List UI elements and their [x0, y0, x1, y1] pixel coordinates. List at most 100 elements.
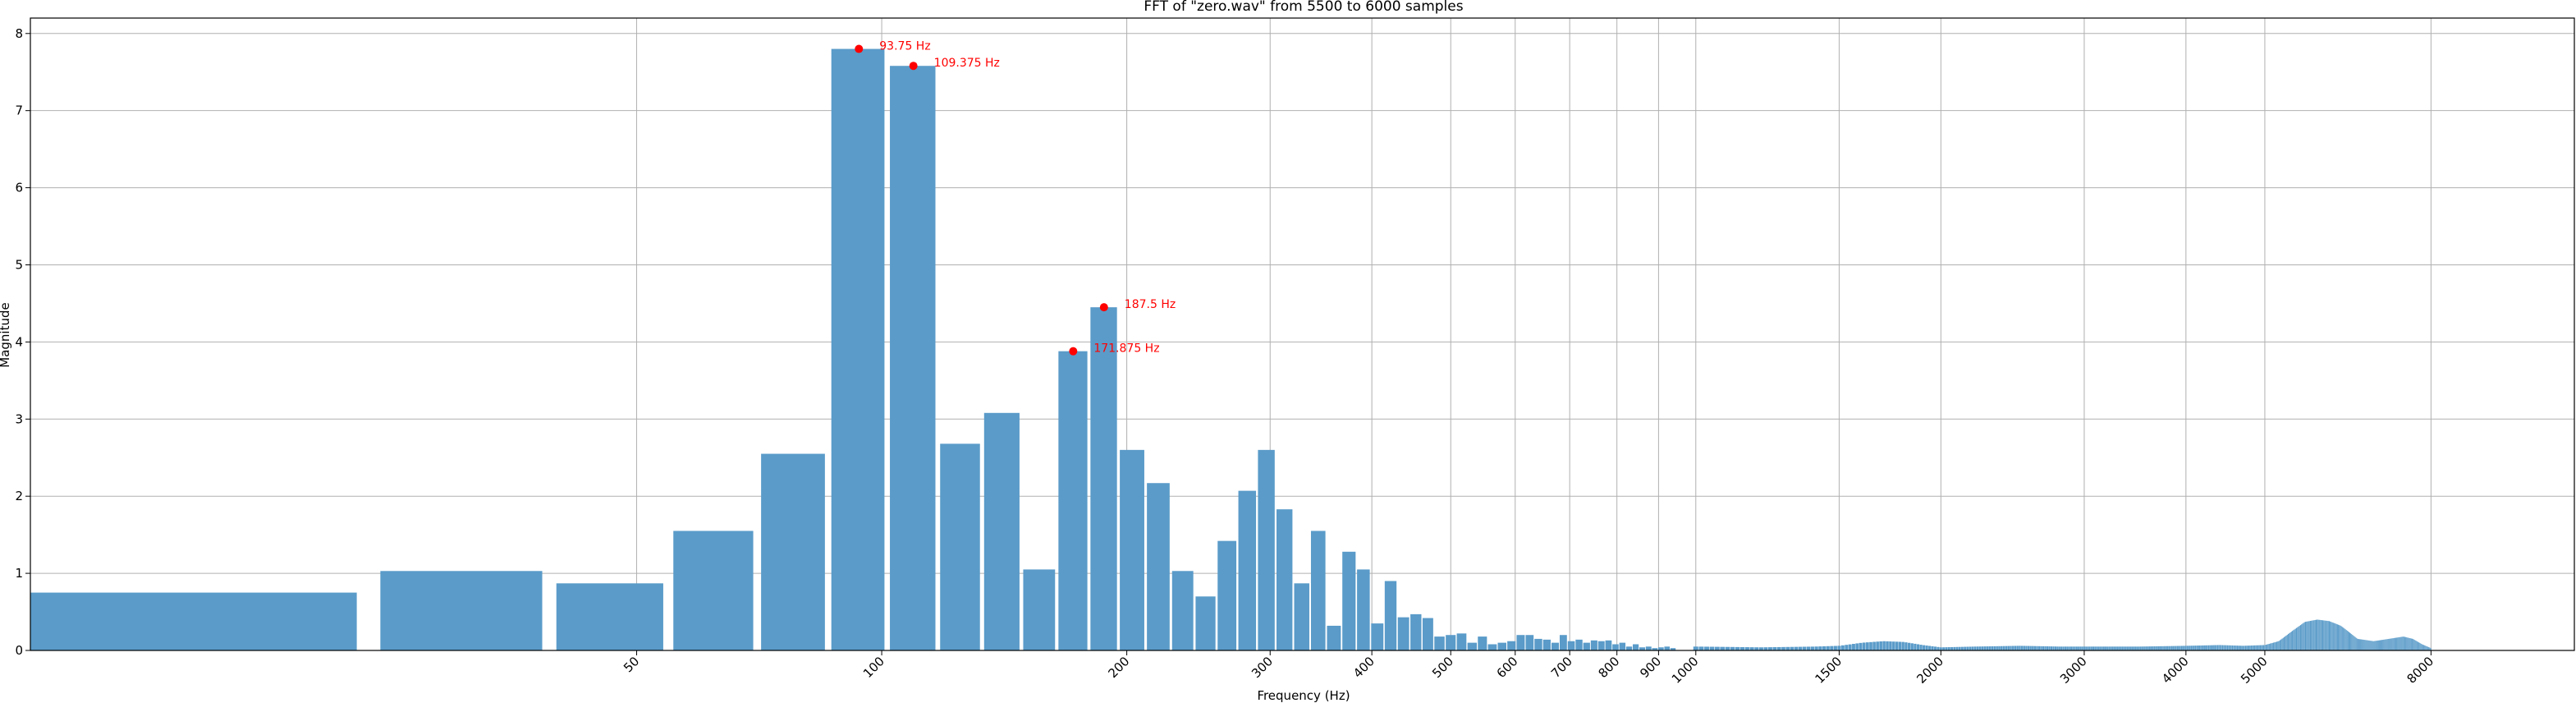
- tail-bar: [2240, 646, 2242, 650]
- tail-bar: [2415, 641, 2417, 650]
- tail-bar: [2190, 646, 2193, 650]
- tail-bar: [2286, 634, 2288, 650]
- tail-bar: [2064, 646, 2066, 650]
- tail-bar: [2032, 646, 2034, 650]
- tail-bar: [2312, 620, 2314, 650]
- tail-bar: [1960, 646, 1964, 650]
- tail-bar: [1895, 641, 1899, 650]
- tail-bar: [1981, 646, 1984, 650]
- tail-bar: [2367, 640, 2368, 650]
- bar: [1516, 635, 1525, 650]
- tail-bar: [2113, 646, 2115, 650]
- tail-bar: [2363, 639, 2364, 650]
- tail-bar: [2193, 646, 2195, 650]
- tail-bar: [2404, 636, 2405, 650]
- tail-bar: [2350, 633, 2352, 650]
- bar: [831, 48, 885, 650]
- bar: [1670, 648, 1676, 650]
- bar: [983, 412, 1020, 650]
- tail-bar: [2261, 645, 2262, 650]
- tail-bar: [2428, 647, 2430, 650]
- tail-bar: [2325, 620, 2326, 650]
- tail-bar: [1758, 647, 1763, 650]
- tail-bar: [2230, 645, 2232, 650]
- tail-bar: [1810, 646, 1814, 650]
- tail-bar: [2375, 641, 2377, 650]
- tail-bar: [2372, 641, 2374, 650]
- tail-bar: [1901, 641, 1904, 650]
- grid-lines: [30, 18, 2574, 651]
- tail-bar: [1837, 646, 1841, 650]
- tail-bar: [2413, 639, 2415, 650]
- tail-bar: [2333, 623, 2335, 650]
- tail-bar: [2267, 644, 2269, 650]
- tail-bar: [2159, 646, 2161, 650]
- tail-bar: [1958, 646, 1961, 650]
- tail-bar: [2219, 645, 2221, 650]
- tail-bar: [1848, 644, 1852, 650]
- tail-bar: [2319, 619, 2321, 650]
- y-axis-ticks: 0 1 2 3 4 5 6 7 8: [15, 26, 30, 658]
- tail-bar: [2385, 639, 2386, 650]
- tail-bar: [2176, 646, 2179, 650]
- tail-bar: [2357, 638, 2358, 650]
- tail-bar: [2314, 619, 2316, 650]
- tail-bar: [2421, 643, 2422, 650]
- tail-bar: [1910, 643, 1914, 650]
- tail-bar: [2389, 638, 2390, 650]
- tail-bar: [2198, 645, 2201, 650]
- tail-bar: [2373, 641, 2375, 650]
- tail-bar: [1907, 642, 1911, 650]
- bar: [1258, 449, 1275, 650]
- bar: [761, 453, 825, 650]
- peak-label: 93.75 Hz: [879, 40, 930, 53]
- tail-bar: [2320, 619, 2322, 650]
- tail-bar: [1919, 645, 1923, 650]
- tail-bar: [2001, 646, 2003, 650]
- tail-bar: [1739, 646, 1745, 650]
- tail-bar: [2050, 646, 2053, 650]
- tail-bar: [1826, 646, 1830, 650]
- bar: [1551, 642, 1559, 650]
- tail-bar: [2005, 646, 2008, 650]
- tail-bar: [2272, 642, 2275, 650]
- tail-bar: [1879, 641, 1882, 650]
- tail-bar: [2078, 646, 2080, 650]
- tail-bar: [2404, 636, 2406, 650]
- tail-bar: [2235, 646, 2237, 650]
- tail-bar: [2409, 638, 2411, 650]
- tail-bar: [1986, 646, 1989, 650]
- tail-bar: [2196, 646, 2198, 650]
- tail-bar: [2023, 646, 2025, 650]
- tail-bar: [2110, 646, 2112, 650]
- tail-bar: [2027, 646, 2030, 650]
- tail-bar: [2360, 639, 2362, 650]
- tail-bar: [2016, 646, 2019, 650]
- tail-bar: [2335, 623, 2336, 650]
- tail-bar: [2308, 621, 2309, 650]
- tail-bar: [2258, 645, 2260, 650]
- bar: [1357, 569, 1370, 650]
- tail-bar: [2315, 619, 2317, 650]
- bar: [1434, 636, 1445, 650]
- tail-bar: [2131, 646, 2134, 650]
- tail-bar: [2207, 645, 2210, 650]
- tail-bar: [2228, 645, 2230, 650]
- tail-bar: [2205, 645, 2207, 650]
- tail-bar: [2025, 646, 2028, 650]
- tail-bar: [1996, 646, 1998, 650]
- tail-bar: [1715, 646, 1720, 650]
- tail-bar: [1859, 642, 1863, 650]
- bar: [1575, 639, 1583, 650]
- tail-bar: [2328, 621, 2330, 650]
- tail-bar: [2244, 646, 2247, 650]
- tail-bar: [1749, 647, 1754, 650]
- tail-bar: [2139, 646, 2142, 650]
- tail-bar: [2223, 645, 2225, 650]
- bar: [1327, 625, 1341, 650]
- tail-bar: [2358, 639, 2360, 650]
- tail-bar: [2306, 621, 2308, 650]
- tail-bar: [2249, 646, 2251, 650]
- tail-bar: [2037, 646, 2041, 650]
- tail-bar: [2202, 645, 2204, 650]
